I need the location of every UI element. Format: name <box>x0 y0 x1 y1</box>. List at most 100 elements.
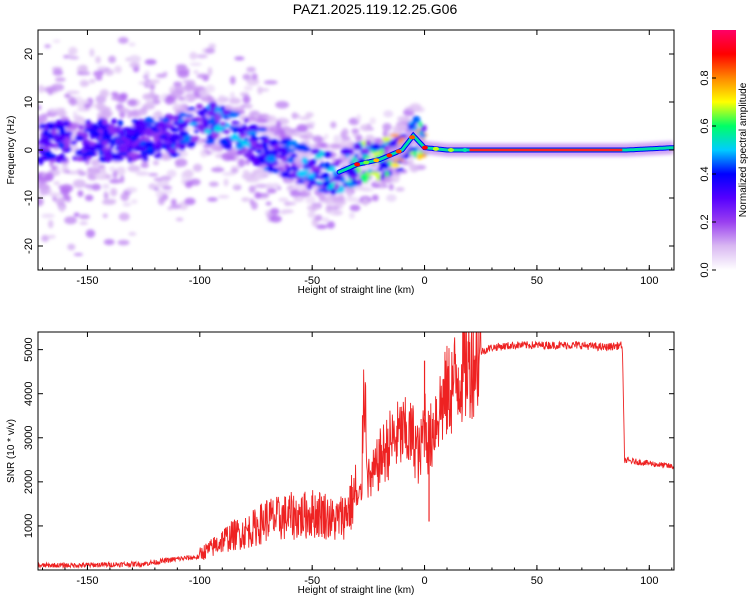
spectrogram-blob <box>251 73 258 81</box>
spectrogram-blob <box>170 89 183 98</box>
spectrogram-blob <box>70 140 78 146</box>
spectrogram-blob <box>184 197 196 206</box>
spectrogram-blob <box>349 204 361 212</box>
spectrogram-blob <box>356 114 362 123</box>
spectrogram-blob <box>381 178 386 185</box>
spectrogram-blob <box>127 164 141 173</box>
spectrogram-blob <box>246 66 256 73</box>
ridge-hotspot <box>354 162 361 167</box>
spectrogram-blob <box>131 119 139 124</box>
spectrogram-blob <box>77 190 84 198</box>
x-tick-label: 0 <box>421 575 427 587</box>
spectrogram-blob <box>296 180 305 185</box>
spectrogram-blob <box>73 114 82 122</box>
spectrogram-blob <box>175 217 184 222</box>
spectrogram-blob <box>295 113 300 119</box>
spectrogram-blob <box>219 121 226 127</box>
ridge-hotspot <box>395 149 402 154</box>
spectrogram-blob <box>205 138 216 145</box>
spectrogram-blob <box>140 107 148 116</box>
spectrogram-blob <box>204 128 212 134</box>
spectrogram-blob <box>187 107 196 111</box>
x-tick-label: 100 <box>640 275 658 287</box>
y-tick-label: 2000 <box>23 470 35 494</box>
spectrogram-blob <box>51 165 57 171</box>
spectrogram-blob <box>174 158 188 167</box>
spectrogram-blob <box>295 183 305 190</box>
spectrogram-blob <box>149 90 156 100</box>
spectrogram-blob <box>135 171 149 176</box>
spectrogram-blob <box>152 160 160 166</box>
spectrogram-blob <box>142 154 149 162</box>
spectrogram-blob <box>57 184 72 190</box>
spectrogram-blob <box>263 80 278 85</box>
spectrogram-blob <box>157 151 162 159</box>
spectrogram-blob <box>420 124 427 132</box>
spectrogram-blob <box>330 144 343 148</box>
spectrogram-blob <box>157 139 163 146</box>
spectrogram-blob <box>228 125 236 130</box>
spectrogram-blob <box>84 184 92 188</box>
spectrogram-blob <box>117 37 129 44</box>
spectrogram-blob <box>178 96 185 101</box>
spectrogram-blob <box>248 124 259 130</box>
spectrogram-blob <box>317 188 325 192</box>
spectrogram-blob <box>170 204 182 210</box>
spectrogram-blob <box>388 183 394 191</box>
colorbar-tick-label: 0.2 <box>699 214 711 229</box>
spectrogram-blob <box>279 210 288 215</box>
spectrogram-blob <box>341 136 351 141</box>
spectrogram-blob <box>39 188 50 196</box>
spectrogram-blob <box>38 115 48 124</box>
spectrogram-blob <box>101 147 112 152</box>
x-tick-label: -150 <box>76 575 98 587</box>
spectrogram-blob <box>254 183 269 189</box>
ridge-hotspot <box>432 146 439 151</box>
spectrogram-blob <box>359 124 372 132</box>
spectrogram-blob <box>361 148 371 154</box>
spectrogram-blob <box>286 185 294 191</box>
spectrogram-blob <box>287 156 295 164</box>
spectrogram-blob <box>133 131 141 138</box>
spectrogram-blob <box>330 121 337 129</box>
y-tick-label: -20 <box>23 238 35 254</box>
spectrogram-blob <box>95 142 102 149</box>
spectrogram-blob <box>197 123 204 130</box>
spectrogram-blob <box>255 149 264 154</box>
spectrogram-blob <box>126 110 133 119</box>
spectrogram-blob <box>355 168 361 173</box>
spectrogram-blob <box>290 132 304 137</box>
snr-panel: -150 -100 -50 0 50 100 1000 2000 3000 4000 5000 He… <box>6 331 675 596</box>
spectrogram-blob <box>112 169 118 179</box>
spectrogram-blob <box>395 123 409 131</box>
spectrogram-blob <box>323 133 329 139</box>
spectrogram-blob <box>38 148 45 153</box>
spectrogram-blob <box>326 221 335 229</box>
spectrogram-blob <box>234 183 239 188</box>
spectrogram-blob <box>412 115 421 124</box>
spectrogram-blob <box>393 138 398 146</box>
spectrogram-blob <box>38 198 44 207</box>
spectrogram-blob <box>294 159 299 165</box>
spectrogram-blob <box>78 214 91 220</box>
ridge-hotspot <box>409 135 416 140</box>
spectrogram-blob <box>63 120 70 127</box>
spectrogram-blob <box>57 111 68 115</box>
spectrogram-blob <box>125 187 138 193</box>
spectrogram-blob <box>376 174 381 181</box>
spectrogram-blob <box>74 96 83 100</box>
spectrogram-blob <box>143 129 152 136</box>
spectrogram-marks <box>38 37 674 256</box>
spectrogram-blob <box>193 70 199 74</box>
spectrogram-blob <box>136 145 147 151</box>
spectrogram-blob <box>44 131 50 135</box>
spectrogram-blob <box>317 183 322 187</box>
spectrogram-blob <box>110 188 118 197</box>
spectrogram-blob <box>47 234 56 239</box>
spectrogram-blob <box>369 171 381 176</box>
spectrogram-blob <box>170 133 181 141</box>
spectrogram-blob <box>256 128 268 132</box>
spectrogram-blob <box>126 128 136 136</box>
